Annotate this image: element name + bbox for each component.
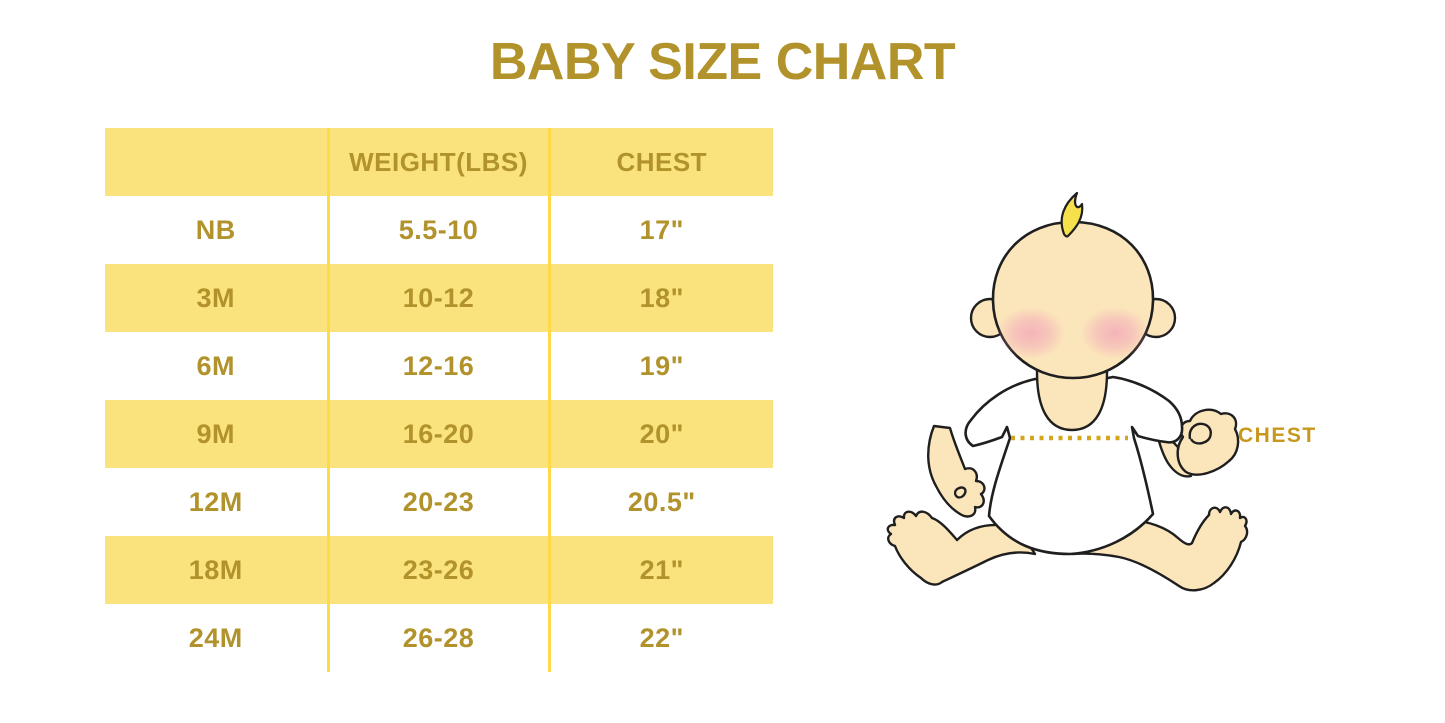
table-row: 9M 16-20 20" — [105, 400, 773, 468]
table-row: 18M 23-26 21" — [105, 536, 773, 604]
table-row: 6M 12-16 19" — [105, 332, 773, 400]
size-cell: 18M — [188, 554, 243, 585]
page-title: BABY SIZE CHART — [489, 33, 956, 91]
size-cell: 6M — [196, 350, 235, 381]
table-row: 12M 20-23 20.5" — [105, 468, 773, 536]
weight-cell: 20-23 — [326, 468, 549, 536]
table-row: NB 5.5-10 17" — [105, 196, 773, 264]
weight-cell: 23-26 — [326, 536, 549, 604]
weight-cell: 26-28 — [326, 604, 549, 672]
chest-cell: 20" — [547, 400, 773, 468]
table-row: 24M 26-28 22" — [105, 604, 773, 672]
size-cell: 24M — [188, 622, 243, 653]
chest-cell: 21" — [547, 536, 773, 604]
chest-cell: 17" — [547, 196, 773, 264]
size-cell: 12M — [188, 486, 243, 517]
size-cell: NB — [195, 214, 236, 245]
baby-legs — [886, 506, 1249, 592]
baby-right-cheek — [1081, 307, 1149, 359]
chest-cell: 19" — [547, 332, 773, 400]
baby-right-fist — [1176, 408, 1240, 476]
chest-cell: 18" — [547, 264, 773, 332]
header-cell-chest: CHEST — [547, 128, 773, 196]
baby-left-hand-finger — [953, 486, 967, 499]
baby-hair-curl — [1060, 191, 1084, 238]
baby-left-cheek — [997, 307, 1065, 359]
weight-cell: 10-12 — [326, 264, 549, 332]
size-table-header: WEIGHT(LBS) CHEST — [105, 128, 773, 196]
baby-illustration — [870, 180, 1350, 610]
size-cell: 3M — [196, 282, 235, 313]
size-table-body: NB 5.5-10 17" 3M 10-12 18" 6M 12-16 19" … — [105, 196, 773, 672]
baby-left-leg — [886, 510, 1037, 586]
baby-shirt — [964, 375, 1184, 556]
table-row: 3M 10-12 18" — [105, 264, 773, 332]
chest-cell: 20.5" — [547, 468, 773, 536]
weight-cell: 12-16 — [326, 332, 549, 400]
weight-cell: 16-20 — [326, 400, 549, 468]
header-row: WEIGHT(LBS) CHEST — [105, 128, 773, 196]
weight-cell: 5.5-10 — [326, 196, 549, 264]
baby-left-arm — [927, 424, 986, 518]
size-table: WEIGHT(LBS) CHEST NB 5.5-10 17" 3M 10-12… — [105, 128, 773, 672]
header-cell-weight: WEIGHT(LBS) — [326, 128, 549, 196]
chest-label: CHEST — [1238, 424, 1317, 447]
chest-cell: 22" — [547, 604, 773, 672]
size-cell: 9M — [196, 418, 235, 449]
header-cell-size — [105, 128, 328, 196]
baby-right-thumb — [1188, 422, 1212, 445]
baby-illustration-svg — [886, 191, 1249, 592]
